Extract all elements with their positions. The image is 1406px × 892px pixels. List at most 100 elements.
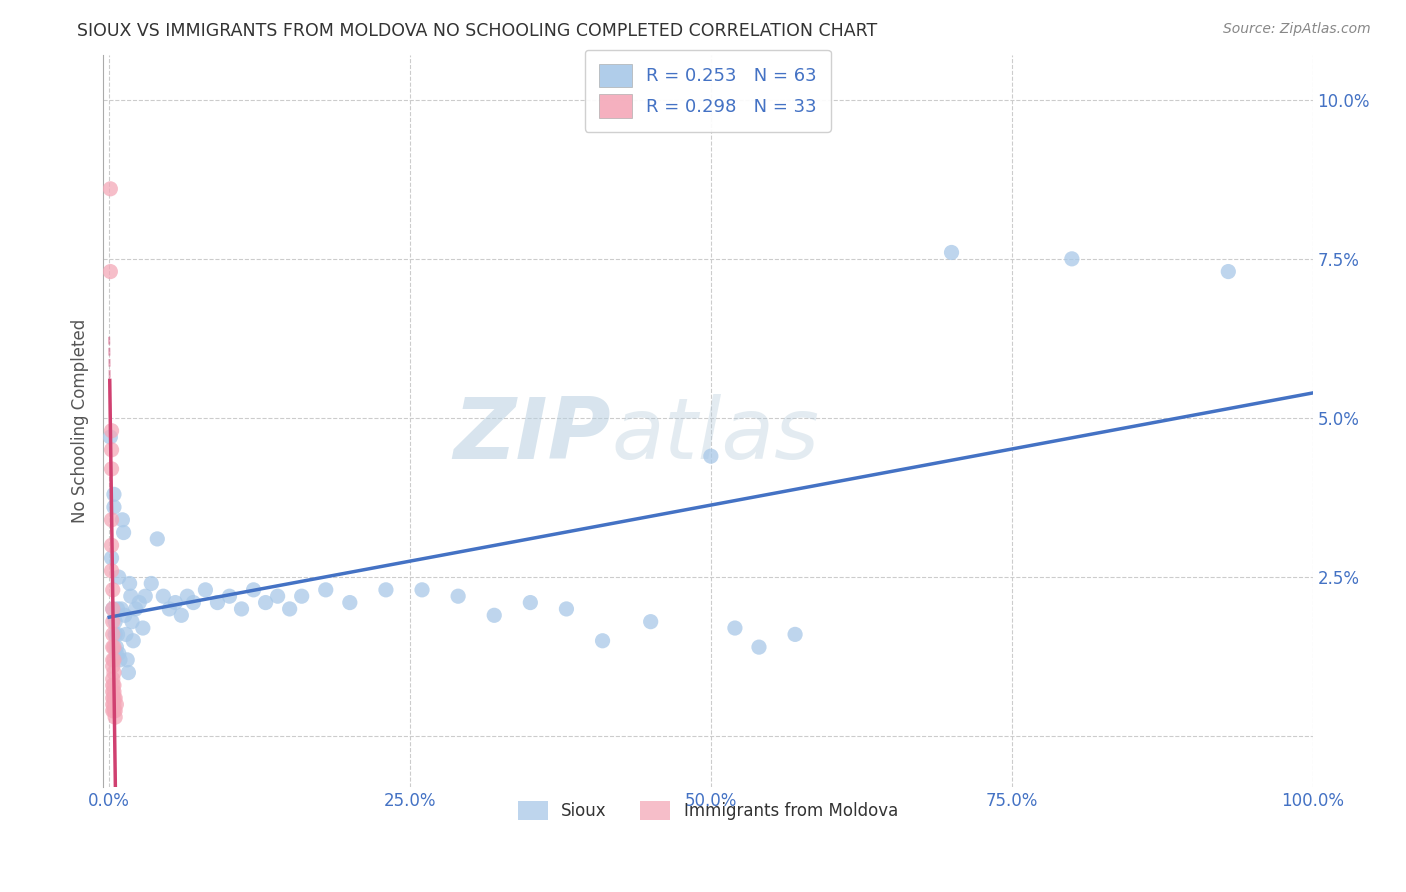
Y-axis label: No Schooling Completed: No Schooling Completed: [72, 319, 89, 524]
Point: [108, 653, 131, 667]
Point: [104, 691, 127, 706]
Point: [101, 602, 124, 616]
Point: [218, 589, 240, 603]
Point: [315, 582, 337, 597]
Point: [146, 532, 169, 546]
Text: ZIP: ZIP: [454, 394, 612, 477]
Point: [101, 704, 124, 718]
Point: [447, 589, 470, 603]
Point: [374, 582, 396, 597]
Point: [266, 589, 288, 603]
Point: [111, 513, 134, 527]
Point: [115, 653, 138, 667]
Point: [101, 698, 124, 712]
Point: [105, 647, 128, 661]
Point: [291, 589, 314, 603]
Point: [165, 596, 187, 610]
Point: [103, 640, 125, 654]
Text: atlas: atlas: [612, 394, 820, 477]
Point: [101, 582, 124, 597]
Point: [103, 704, 125, 718]
Point: [103, 653, 125, 667]
Point: [101, 684, 124, 698]
Point: [107, 647, 129, 661]
Point: [101, 672, 124, 686]
Point: [231, 602, 253, 616]
Point: [103, 698, 125, 712]
Point: [100, 551, 122, 566]
Point: [103, 487, 125, 501]
Point: [101, 653, 124, 667]
Point: [112, 525, 135, 540]
Point: [103, 684, 125, 698]
Point: [207, 596, 229, 610]
Point: [101, 659, 124, 673]
Point: [700, 449, 723, 463]
Point: [183, 596, 205, 610]
Point: [101, 627, 124, 641]
Point: [134, 589, 156, 603]
Point: [128, 596, 150, 610]
Text: SIOUX VS IMMIGRANTS FROM MOLDOVA NO SCHOOLING COMPLETED CORRELATION CHART: SIOUX VS IMMIGRANTS FROM MOLDOVA NO SCHO…: [77, 22, 877, 40]
Point: [339, 596, 361, 610]
Point: [101, 640, 124, 654]
Point: [114, 608, 136, 623]
Point: [519, 596, 541, 610]
Point: [100, 564, 122, 578]
Point: [101, 678, 124, 692]
Point: [101, 691, 124, 706]
Point: [117, 665, 139, 680]
Point: [748, 640, 770, 654]
Point: [100, 424, 122, 438]
Point: [278, 602, 301, 616]
Point: [105, 640, 128, 654]
Point: [107, 627, 129, 641]
Point: [118, 576, 141, 591]
Point: [254, 596, 277, 610]
Point: [100, 538, 122, 552]
Point: [104, 615, 127, 629]
Point: [941, 245, 963, 260]
Point: [121, 615, 143, 629]
Point: [100, 462, 122, 476]
Point: [107, 570, 129, 584]
Point: [484, 608, 506, 623]
Point: [132, 621, 155, 635]
Point: [98, 182, 121, 196]
Point: [103, 665, 125, 680]
Point: [783, 627, 806, 641]
Point: [724, 621, 747, 635]
Point: [107, 602, 129, 616]
Point: [555, 602, 578, 616]
Point: [124, 602, 146, 616]
Point: [103, 678, 125, 692]
Point: [110, 602, 132, 616]
Point: [104, 627, 127, 641]
Point: [242, 582, 264, 597]
Point: [640, 615, 662, 629]
Point: [141, 576, 163, 591]
Legend: Sioux, Immigrants from Moldova: Sioux, Immigrants from Moldova: [512, 794, 904, 826]
Point: [101, 615, 124, 629]
Point: [104, 704, 127, 718]
Point: [592, 633, 614, 648]
Point: [101, 602, 124, 616]
Point: [115, 627, 138, 641]
Point: [103, 691, 125, 706]
Point: [105, 698, 128, 712]
Point: [1218, 264, 1240, 278]
Point: [98, 430, 121, 444]
Point: [100, 513, 122, 527]
Point: [104, 710, 127, 724]
Point: [1060, 252, 1083, 266]
Text: Source: ZipAtlas.com: Source: ZipAtlas.com: [1223, 22, 1371, 37]
Point: [98, 264, 121, 278]
Point: [120, 589, 142, 603]
Point: [103, 500, 125, 514]
Point: [194, 582, 217, 597]
Point: [122, 633, 145, 648]
Point: [152, 589, 174, 603]
Point: [176, 589, 198, 603]
Point: [411, 582, 433, 597]
Point: [100, 442, 122, 457]
